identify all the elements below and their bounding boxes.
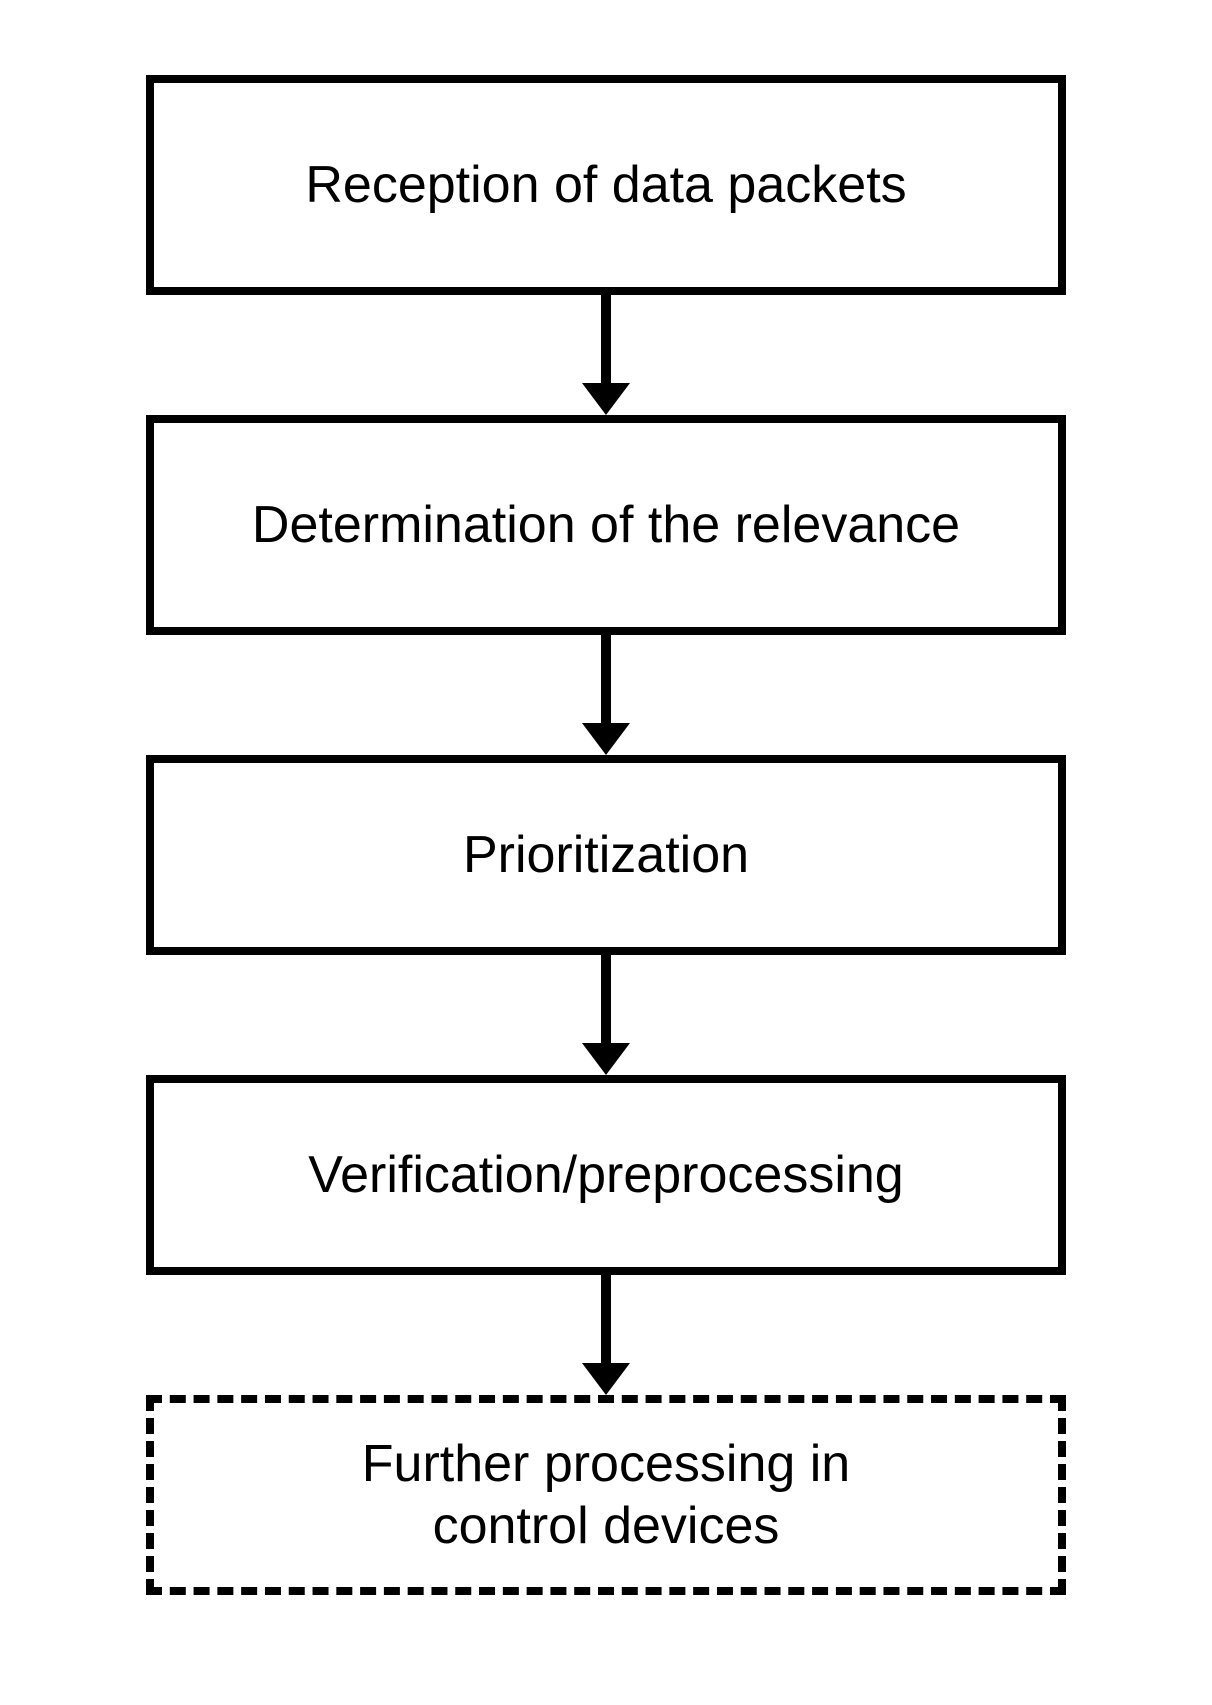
arrow-icon — [582, 955, 630, 1075]
node-label: Further processing incontrol devices — [362, 1433, 850, 1558]
arrow-icon — [582, 1275, 630, 1395]
flowchart-node-determination: Determination of the relevance — [146, 415, 1066, 635]
node-label: Verification/preprocessing — [308, 1144, 903, 1206]
flowchart-container: Reception of data packets Determination … — [146, 75, 1066, 1595]
node-label: Reception of data packets — [305, 154, 906, 216]
flowchart-node-verification: Verification/preprocessing — [146, 1075, 1066, 1275]
flowchart-node-prioritization: Prioritization — [146, 755, 1066, 955]
arrow-icon — [582, 635, 630, 755]
node-label: Prioritization — [463, 824, 749, 886]
arrow-icon — [582, 295, 630, 415]
flowchart-node-further: Further processing incontrol devices — [146, 1395, 1066, 1595]
node-label: Determination of the relevance — [252, 494, 960, 556]
flowchart-node-reception: Reception of data packets — [146, 75, 1066, 295]
